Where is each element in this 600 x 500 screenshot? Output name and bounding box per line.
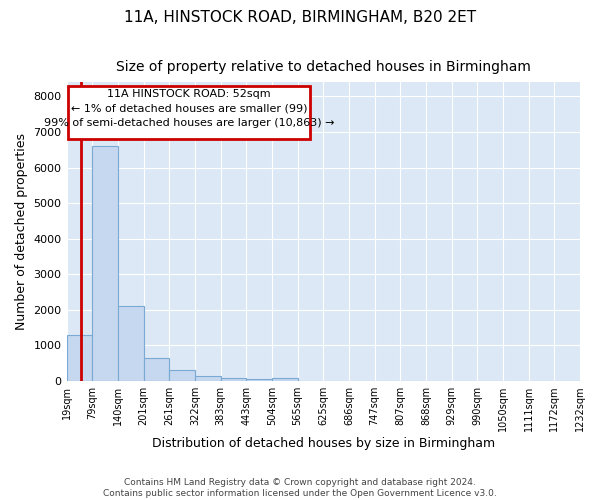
- Bar: [143, 358, 169, 381]
- Bar: [195, 376, 221, 381]
- FancyBboxPatch shape: [68, 86, 310, 139]
- Bar: [221, 378, 246, 381]
- Title: Size of property relative to detached houses in Birmingham: Size of property relative to detached ho…: [116, 60, 531, 74]
- Bar: [169, 370, 195, 381]
- Bar: [246, 380, 272, 381]
- Bar: [67, 335, 92, 381]
- Bar: [92, 146, 118, 381]
- Y-axis label: Number of detached properties: Number of detached properties: [15, 133, 28, 330]
- Bar: [118, 306, 143, 381]
- Text: Contains HM Land Registry data © Crown copyright and database right 2024.
Contai: Contains HM Land Registry data © Crown c…: [103, 478, 497, 498]
- Text: 11A, HINSTOCK ROAD, BIRMINGHAM, B20 2ET: 11A, HINSTOCK ROAD, BIRMINGHAM, B20 2ET: [124, 10, 476, 25]
- Text: 11A HINSTOCK ROAD: 52sqm
← 1% of detached houses are smaller (99)
99% of semi-de: 11A HINSTOCK ROAD: 52sqm ← 1% of detache…: [44, 88, 334, 128]
- Bar: [272, 378, 298, 381]
- X-axis label: Distribution of detached houses by size in Birmingham: Distribution of detached houses by size …: [152, 437, 495, 450]
